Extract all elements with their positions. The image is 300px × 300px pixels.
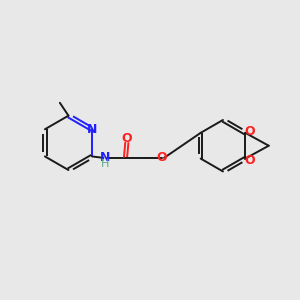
Text: H: H — [101, 159, 110, 169]
Text: O: O — [244, 154, 255, 167]
Text: O: O — [122, 132, 132, 145]
Text: O: O — [157, 152, 167, 164]
Text: N: N — [87, 123, 97, 136]
Text: N: N — [100, 152, 111, 164]
Text: O: O — [244, 124, 255, 138]
